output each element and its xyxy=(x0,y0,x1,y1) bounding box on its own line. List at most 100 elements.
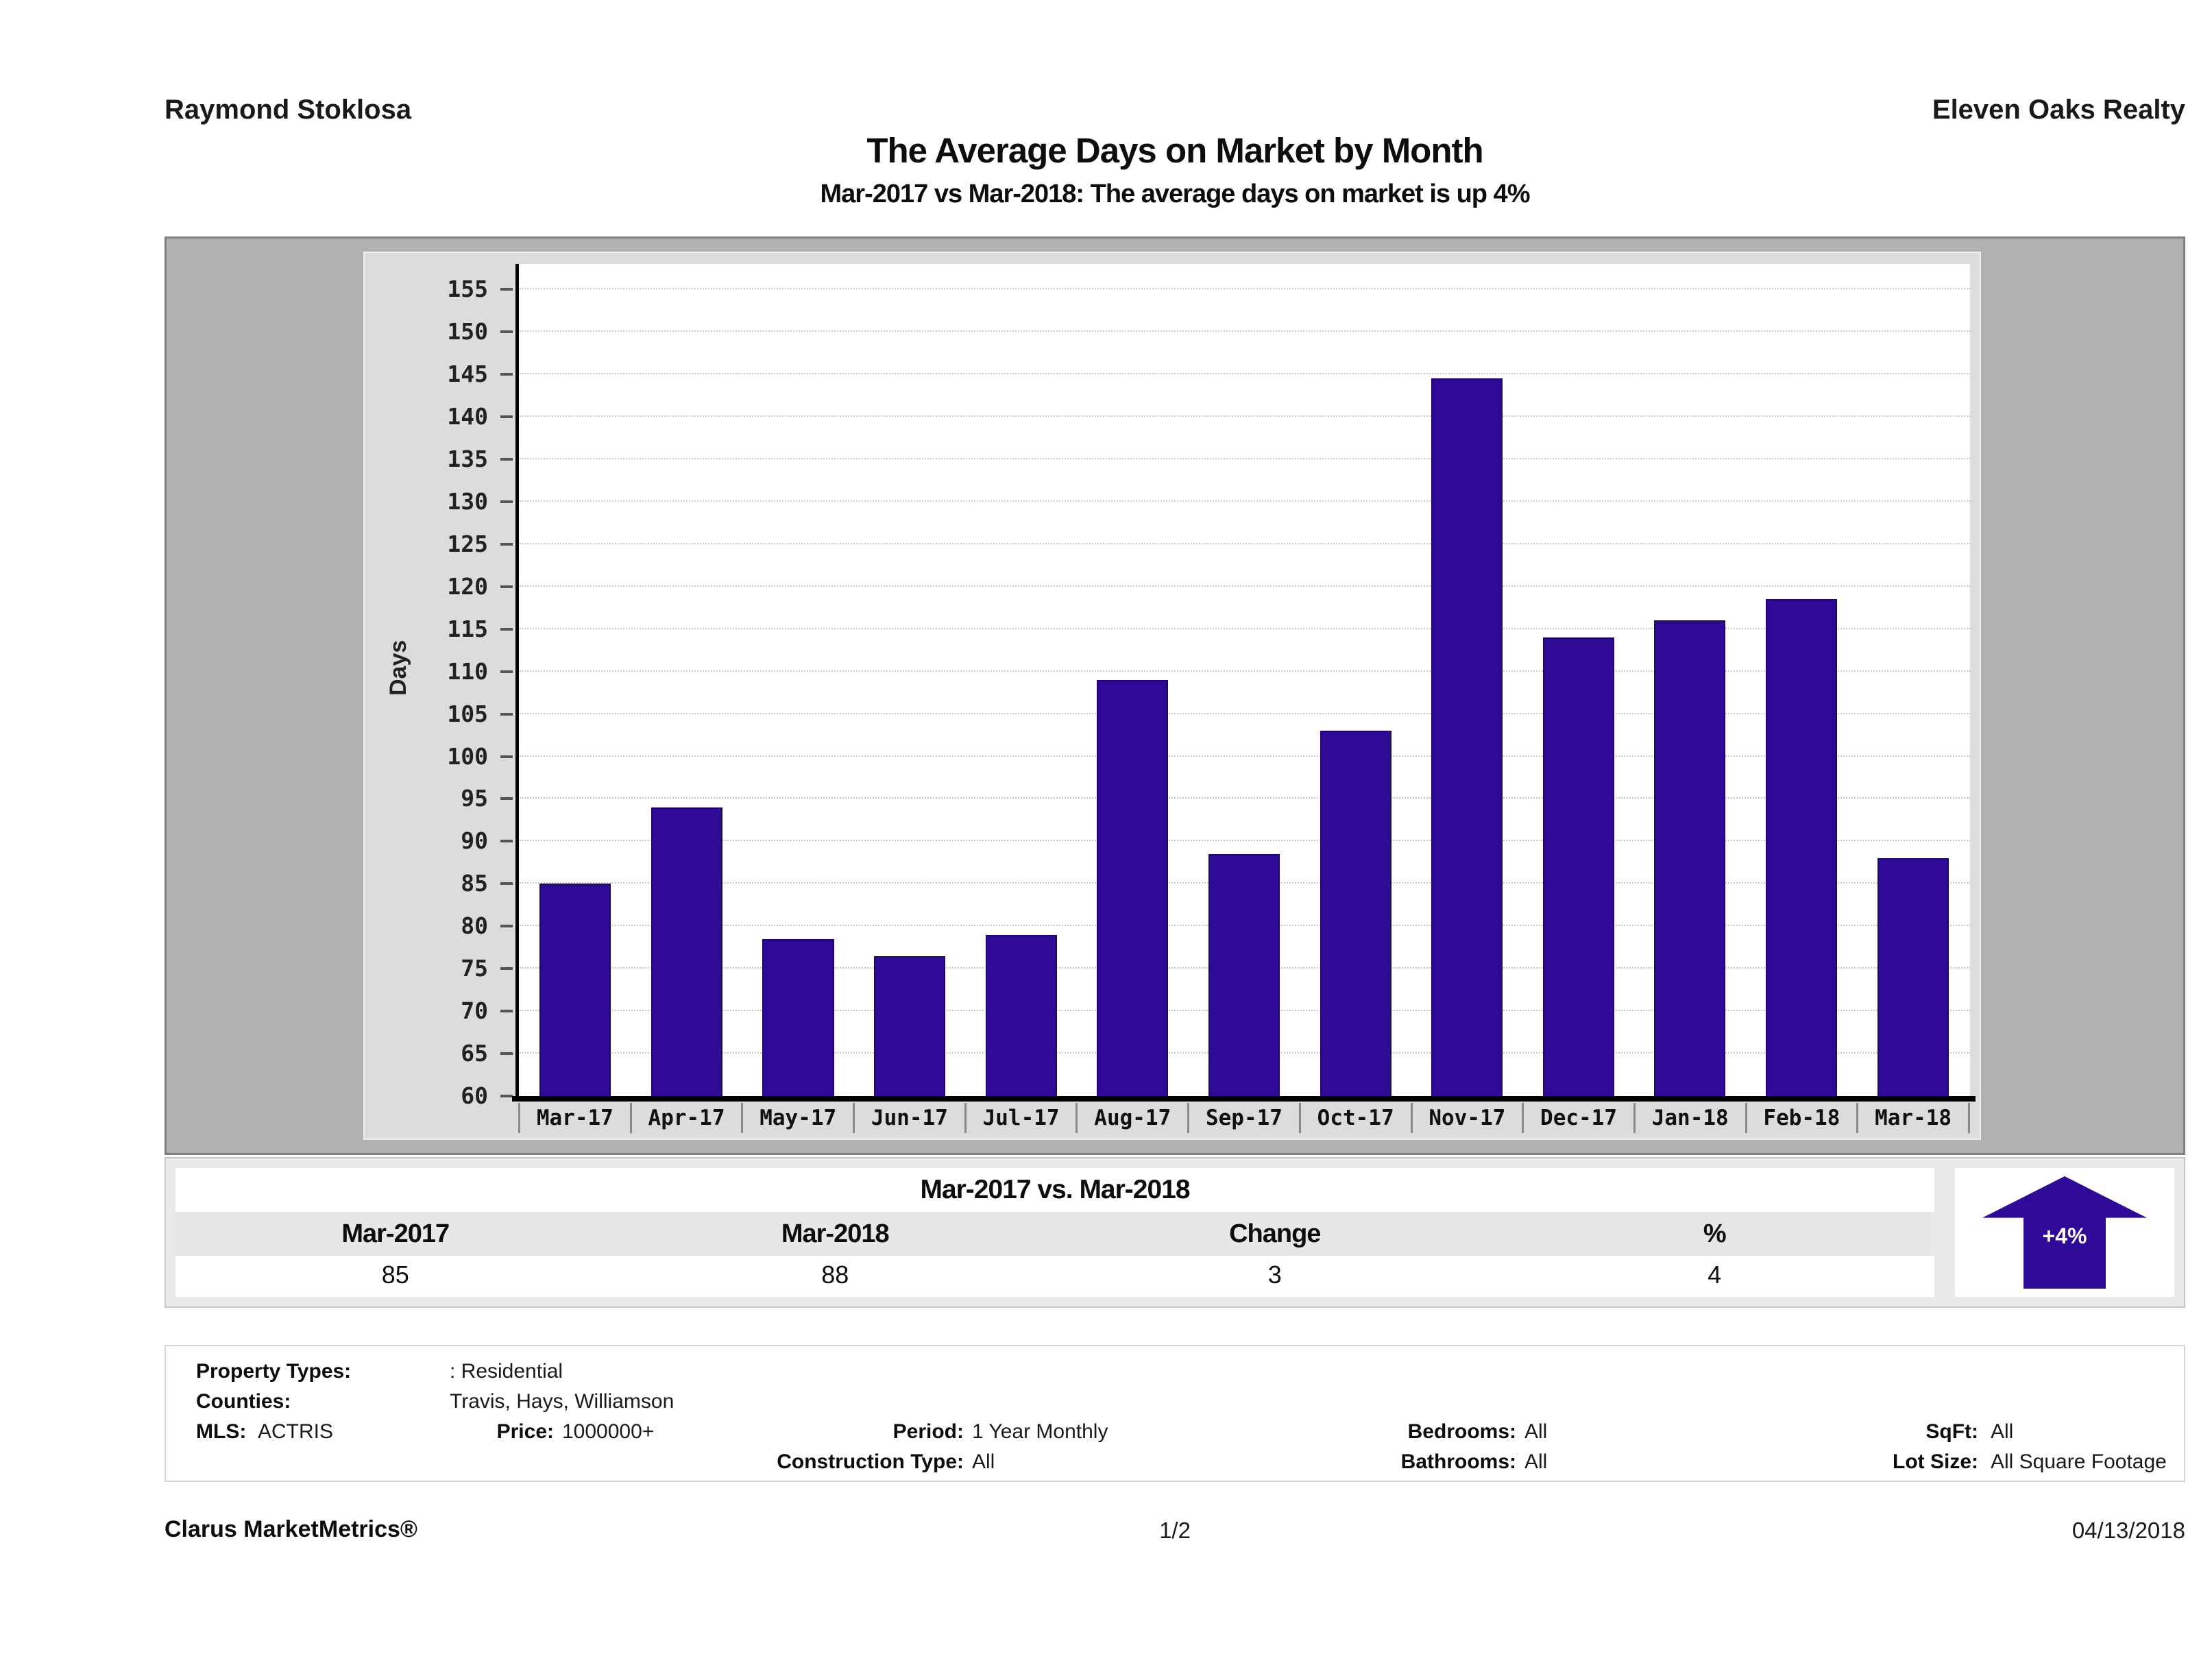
trend-badge-box: +4% xyxy=(1955,1168,2174,1297)
bar-slot-Nov-17 xyxy=(1411,264,1523,1096)
summary-val-mar2018: 88 xyxy=(821,1261,849,1289)
x-axis-line xyxy=(512,1096,1976,1102)
summary-col-change: Change xyxy=(1229,1219,1321,1248)
bar-slot-Apr-17 xyxy=(631,264,743,1096)
y-tick-label-155: 155 xyxy=(447,276,488,303)
summary-col-mar2017: Mar-2017 xyxy=(341,1219,450,1248)
y-tick-label-95: 95 xyxy=(461,785,488,812)
y-tick-label-90: 90 xyxy=(461,827,488,855)
bar-Nov-17 xyxy=(1431,378,1503,1096)
y-tick-label-75: 75 xyxy=(461,955,488,982)
bar-slot-Dec-17 xyxy=(1522,264,1634,1096)
x-axis-labels: Mar-17 Apr-17 May-17 Jun-17 Jul-17 Aug-17 Sep-… xyxy=(518,1103,1970,1133)
summary-col-mar2018: Mar-2018 xyxy=(781,1219,890,1248)
sqft-label: SqFt: xyxy=(1925,1420,1978,1443)
summary-val-change: 3 xyxy=(1267,1261,1282,1289)
y-tick-mark-95 xyxy=(500,797,513,801)
gridline-90 xyxy=(520,840,1970,842)
counties-label: Counties: xyxy=(196,1390,291,1413)
bar-series xyxy=(520,264,1969,1096)
x-tick-label-Sep-17: Sep-17 xyxy=(1187,1103,1299,1133)
x-tick-label-Jun-17: Jun-17 xyxy=(853,1103,964,1133)
trend-badge-label: +4% xyxy=(2042,1223,2087,1248)
gridline-155 xyxy=(520,288,1970,290)
y-tick-mark-115 xyxy=(500,627,513,631)
page-number: 1/2 xyxy=(1159,1518,1191,1543)
y-axis: 60 65 70 75 80 85 90 95 100 105 110 115 120 125 130 135… xyxy=(365,264,515,1108)
gridline-120 xyxy=(520,585,1970,587)
y-tick-mark-85 xyxy=(500,882,513,886)
bar-May-17 xyxy=(762,938,834,1096)
bar-Jul-17 xyxy=(985,934,1057,1096)
y-tick-mark-135 xyxy=(500,457,513,461)
x-tick-label-Nov-17: Nov-17 xyxy=(1410,1103,1522,1133)
y-tick-mark-70 xyxy=(500,1010,513,1013)
report-date: 04/13/2018 xyxy=(2071,1518,2185,1543)
y-tick-label-125: 125 xyxy=(447,530,488,557)
summary-table-title: Mar-2017 vs. Mar-2018 xyxy=(175,1168,1934,1212)
gridline-100 xyxy=(520,755,1970,757)
gridline-135 xyxy=(520,457,1970,459)
construction-type-label: Construction Type: xyxy=(777,1450,964,1473)
bar-slot-Jul-17 xyxy=(965,264,1077,1096)
y-tick-label-70: 70 xyxy=(461,997,488,1025)
y-tick-label-140: 140 xyxy=(447,402,488,430)
gridline-130 xyxy=(520,500,1970,502)
counties-value: Travis, Hays, Williamson xyxy=(450,1390,674,1413)
bar-Jun-17 xyxy=(874,956,946,1096)
up-arrow-icon: +4% xyxy=(1982,1176,2147,1289)
gridline-145 xyxy=(520,373,1970,375)
y-tick-mark-150 xyxy=(500,330,513,334)
x-tick-label-Mar-18: Mar-18 xyxy=(1856,1103,1970,1133)
y-tick-label-80: 80 xyxy=(461,912,488,940)
chart-panel: Days 60 65 70 75 80 85 90 95 100 105 110 115 120 125 1… xyxy=(363,252,1981,1140)
y-tick-mark-125 xyxy=(500,542,513,546)
mls-label: MLS: xyxy=(196,1420,247,1443)
chart-container: Days 60 65 70 75 80 85 90 95 100 105 110 115 120 125 1… xyxy=(165,236,2185,1155)
y-tick-mark-105 xyxy=(500,712,513,716)
bar-Apr-17 xyxy=(651,807,722,1096)
report-subtitle: Mar-2017 vs Mar-2018: The average days o… xyxy=(820,180,1531,208)
bar-slot-Oct-17 xyxy=(1300,264,1411,1096)
agent-name: Raymond Stoklosa xyxy=(165,95,412,125)
bar-slot-Mar-18 xyxy=(1857,264,1969,1096)
summary-section: Mar-2017 vs. Mar-2018 Mar-2017 Mar-2018 … xyxy=(165,1157,2185,1308)
y-tick-label-85: 85 xyxy=(461,870,488,897)
x-tick-label-Dec-17: Dec-17 xyxy=(1522,1103,1633,1133)
construction-type-value: All xyxy=(972,1450,995,1473)
y-tick-mark-140 xyxy=(500,415,513,418)
y-tick-label-60: 60 xyxy=(461,1082,488,1109)
y-tick-label-135: 135 xyxy=(447,445,488,472)
plot-area xyxy=(512,264,1976,1102)
brokerage-name: Eleven Oaks Realty xyxy=(1932,95,2185,125)
x-tick-label-Oct-17: Oct-17 xyxy=(1298,1103,1411,1133)
gridline-115 xyxy=(520,627,1970,629)
y-tick-mark-75 xyxy=(500,967,513,971)
bar-Dec-17 xyxy=(1542,637,1614,1096)
y-tick-label-100: 100 xyxy=(447,742,488,770)
y-axis-line xyxy=(515,264,519,1096)
period-label: Period: xyxy=(892,1420,964,1443)
price-value: 1000000+ xyxy=(562,1420,655,1443)
gridline-110 xyxy=(520,670,1970,672)
bar-slot-Feb-18 xyxy=(1746,264,1858,1096)
bedrooms-label: Bedrooms: xyxy=(1407,1420,1516,1443)
report-title: The Average Days on Market by Month xyxy=(866,131,1483,170)
product-name: Clarus MarketMetrics® xyxy=(165,1516,417,1542)
bar-Oct-17 xyxy=(1320,731,1391,1096)
y-tick-mark-145 xyxy=(500,373,513,376)
x-tick-label-May-17: May-17 xyxy=(741,1103,853,1133)
y-tick-mark-130 xyxy=(500,500,513,503)
lot-size-value: All Square Footage xyxy=(1991,1450,2167,1473)
y-tick-mark-100 xyxy=(500,755,513,758)
bar-slot-Aug-17 xyxy=(1077,264,1189,1096)
y-tick-label-110: 110 xyxy=(447,657,488,685)
summary-val-percent: 4 xyxy=(1707,1261,1722,1289)
y-tick-mark-110 xyxy=(500,670,513,673)
y-tick-label-115: 115 xyxy=(447,615,488,642)
bar-slot-Jun-17 xyxy=(854,264,966,1096)
lot-size-label: Lot Size: xyxy=(1893,1450,1978,1473)
bar-slot-May-17 xyxy=(742,264,854,1096)
bar-Feb-18 xyxy=(1765,599,1838,1096)
bar-slot-Sep-17 xyxy=(1189,264,1300,1096)
